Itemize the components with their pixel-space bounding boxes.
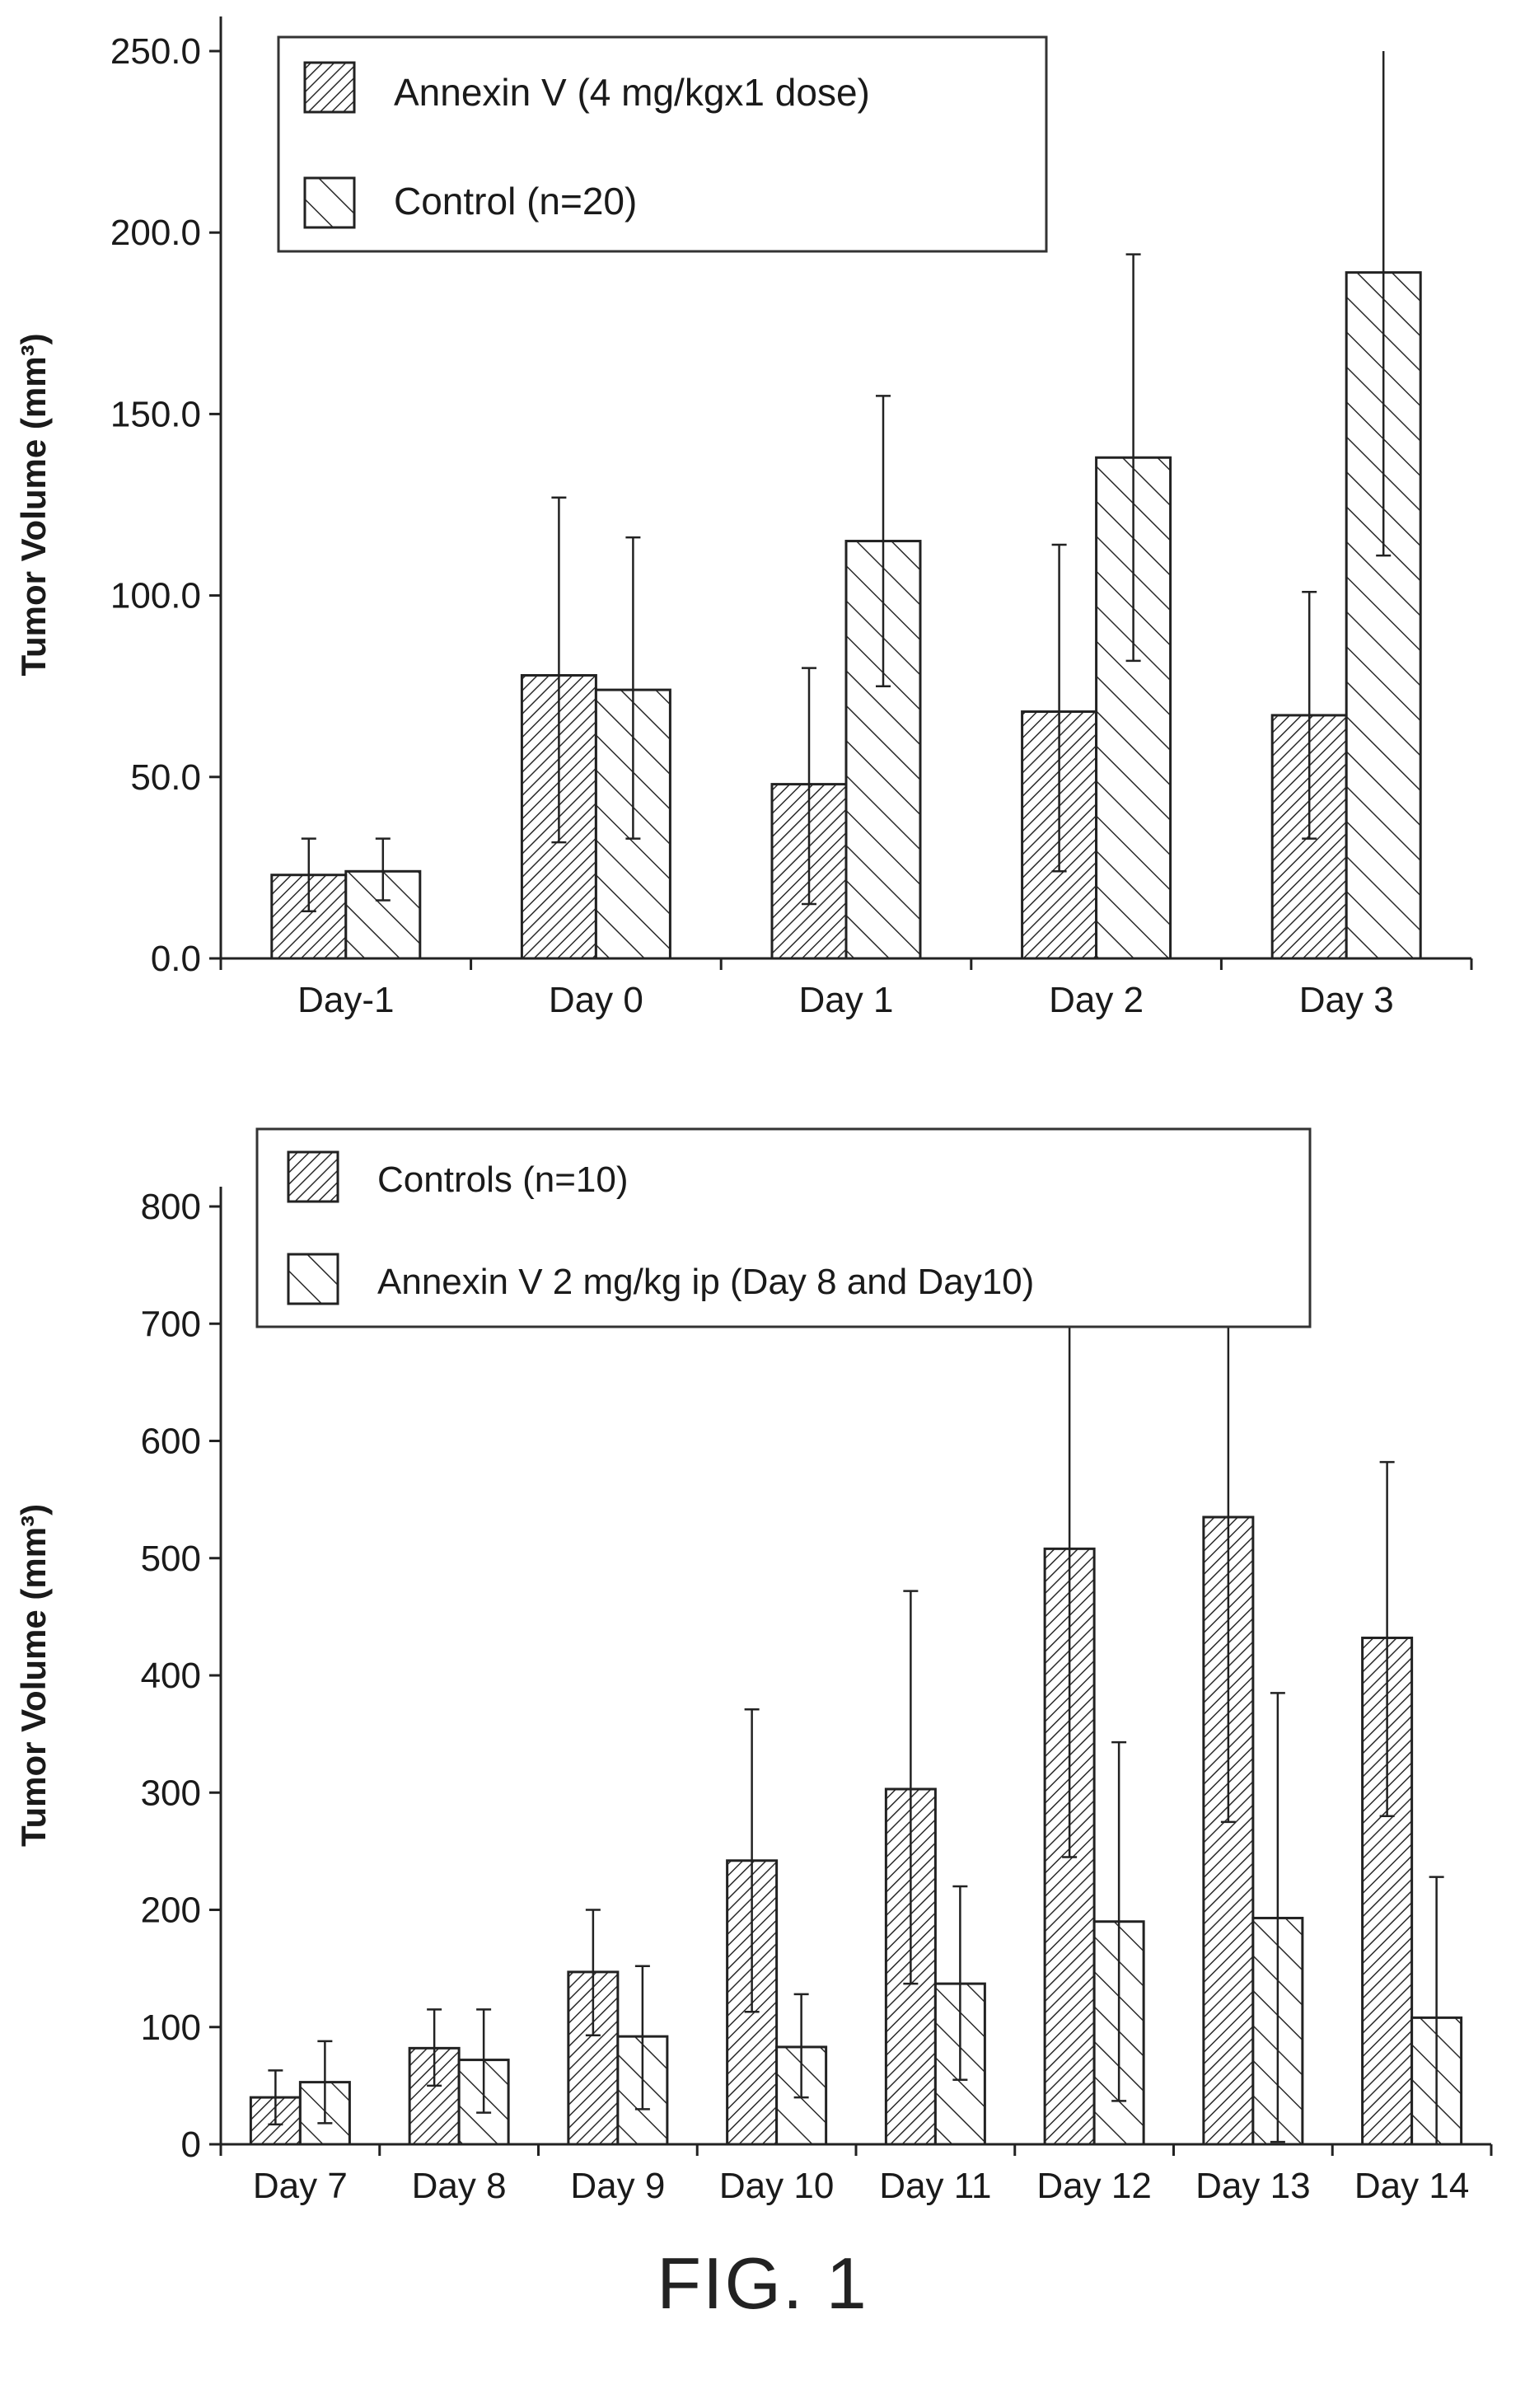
y-tick-label: 200 xyxy=(141,1890,201,1931)
y-tick-label: 600 xyxy=(141,1422,201,1462)
x-tick-label: Day 3 xyxy=(1299,980,1394,1020)
x-tick-label: Day 0 xyxy=(549,980,643,1020)
y-axis-label: Tumor Volume (mm³) xyxy=(14,333,53,676)
chart2-legend-label-controls: Controls (n=10) xyxy=(377,1159,628,1200)
y-tick-label: 800 xyxy=(141,1187,201,1227)
y-tick-label: 700 xyxy=(141,1304,201,1344)
chart1-legend-swatch-annexin xyxy=(303,61,356,114)
chart1-legend: Annexin V (4 mg/kgx1 dose) Control (n=20… xyxy=(277,35,1048,253)
chart2-legend-swatch-annexin xyxy=(287,1253,339,1305)
x-tick-label: Day 10 xyxy=(719,2166,834,2206)
y-tick-label: 0.0 xyxy=(151,939,201,979)
y-tick-label: 100 xyxy=(141,2007,201,2048)
chart2-legend-swatch-controls xyxy=(287,1150,339,1203)
x-tick-label: Day 11 xyxy=(879,2166,991,2206)
y-tick-label: 200.0 xyxy=(110,213,201,253)
y-tick-label: 100.0 xyxy=(110,576,201,616)
figure-caption: FIG. 1 xyxy=(657,2242,868,2324)
y-axis-label: Tumor Volume (mm³) xyxy=(14,1504,53,1847)
x-tick-label: Day 14 xyxy=(1354,2166,1469,2206)
y-tick-label: 50.0 xyxy=(130,757,201,798)
y-tick-label: 400 xyxy=(141,1656,201,1696)
y-tick-label: 500 xyxy=(141,1539,201,1579)
chart1-legend-swatch-control xyxy=(303,176,356,229)
y-tick-label: 0 xyxy=(181,2125,201,2165)
chart1-legend-frame xyxy=(277,35,1048,253)
x-tick-label: Day 7 xyxy=(253,2166,348,2206)
x-tick-label: Day 8 xyxy=(412,2166,507,2206)
x-tick-label: Day 9 xyxy=(570,2166,665,2206)
y-tick-label: 250.0 xyxy=(110,31,201,72)
y-tick-label: 300 xyxy=(141,1773,201,1813)
x-tick-label: Day-1 xyxy=(297,980,394,1020)
x-tick-label: Day 1 xyxy=(799,980,894,1020)
chart2-legend-label-annexin: Annexin V 2 mg/kg ip (Day 8 and Day10) xyxy=(377,1262,1034,1302)
chart2-plot-area: 0 100 200 300 400 500 600 700 800 Tumor Volume (m… xyxy=(14,1187,1493,2206)
chart1-legend-label-annexin: Annexin V (4 mg/kgx1 dose) xyxy=(394,71,870,114)
tumor-volume-chart-days-minus1-to-3: 0.0 50.0 100.0 150.0 200.0 250.0 Tumor Volume … xyxy=(14,16,1473,1020)
y-tick-label: 150.0 xyxy=(110,394,201,434)
chart1-plot-area: 0.0 50.0 100.0 150.0 200.0 250.0 Tumor Volume … xyxy=(14,16,1473,1020)
x-tick-label: Day 13 xyxy=(1195,2166,1310,2206)
chart2-legend-frame xyxy=(255,1127,1312,1328)
x-tick-label: Day 2 xyxy=(1049,980,1144,1020)
chart1-legend-label-control: Control (n=20) xyxy=(394,180,637,223)
x-tick-label: Day 12 xyxy=(1036,2166,1151,2206)
tumor-volume-chart-days-7-to-14: 0 100 200 300 400 500 600 700 800 Tumor Volume (m… xyxy=(14,1127,1493,2206)
chart2-legend: Controls (n=10) Annexin V 2 mg/kg ip (Da… xyxy=(255,1127,1312,1328)
